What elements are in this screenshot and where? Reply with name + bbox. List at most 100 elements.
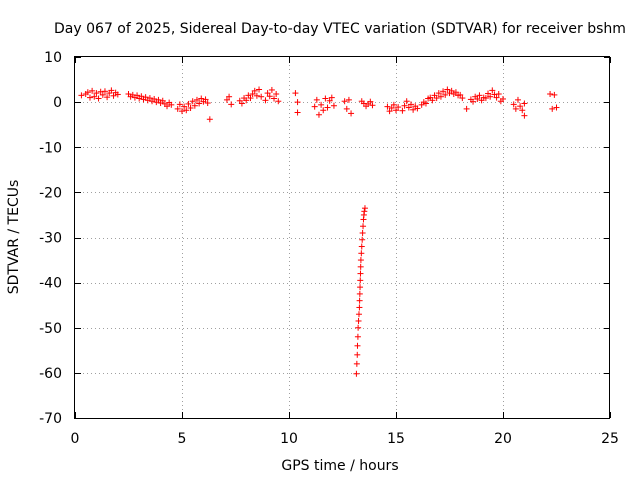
data-point [341, 98, 348, 105]
data-point [264, 90, 271, 97]
data-point [271, 95, 278, 102]
data-point [493, 94, 500, 101]
data-point [228, 101, 235, 108]
data-point [243, 97, 250, 104]
data-point [328, 94, 335, 101]
data-point [452, 89, 459, 96]
data-point [114, 91, 121, 98]
grid [75, 57, 610, 418]
data-point [367, 98, 374, 105]
data-point [198, 95, 205, 102]
data-point [256, 86, 263, 93]
y-axis-title: SDTVAR / TECUs [6, 180, 22, 295]
data-point [442, 91, 449, 98]
data-point [326, 97, 333, 104]
data-point [414, 105, 421, 112]
data-point [268, 86, 275, 93]
data-point [196, 100, 203, 107]
data-point [247, 95, 254, 102]
data-point [435, 90, 442, 97]
data-point [474, 95, 481, 102]
data-point [322, 95, 329, 102]
y-tick-label: -70 [39, 411, 62, 427]
data-point [361, 205, 368, 212]
data-point [549, 105, 556, 112]
data-point [275, 98, 282, 105]
data-point [294, 99, 301, 106]
data-point [405, 104, 412, 111]
data-point [253, 92, 260, 99]
x-tick-label: 5 [178, 431, 187, 447]
data-point [99, 91, 106, 98]
data-point [93, 90, 100, 97]
data-point [249, 91, 256, 98]
data-point [356, 297, 363, 304]
data-point [223, 96, 230, 103]
data-point [357, 263, 364, 270]
data-point [510, 101, 517, 108]
data-point [348, 110, 355, 117]
data-point [422, 100, 429, 107]
data-point [89, 87, 96, 94]
data-point [84, 89, 91, 96]
x-tick-label: 0 [71, 431, 80, 447]
data-point [361, 208, 368, 215]
data-point [313, 96, 320, 103]
y-tick-label: -60 [39, 366, 62, 382]
data-point [345, 96, 352, 103]
data-point [262, 97, 269, 104]
data-point [104, 94, 111, 101]
data-point [86, 94, 93, 101]
data-point [521, 100, 528, 107]
data-point [108, 87, 115, 94]
data-point [95, 95, 102, 102]
data-point [168, 101, 175, 108]
data-point [151, 95, 158, 102]
data-point [91, 93, 98, 100]
data-point [360, 223, 367, 230]
data-point [189, 98, 196, 105]
data-point [206, 116, 213, 123]
y-tick-label: -40 [39, 276, 62, 292]
data-point [343, 105, 350, 112]
data-point [358, 250, 365, 257]
data-point [357, 277, 364, 284]
data-points [78, 86, 560, 377]
data-point [355, 317, 362, 324]
data-point [357, 257, 364, 264]
data-point [354, 333, 361, 340]
data-point [315, 111, 322, 118]
x-tick-label: 10 [280, 431, 298, 447]
data-point [110, 92, 117, 99]
data-point [395, 104, 402, 111]
data-point [353, 360, 360, 367]
data-point [470, 98, 477, 105]
data-point [399, 107, 406, 114]
data-point [355, 324, 362, 331]
data-point [547, 91, 554, 98]
data-point [476, 92, 483, 99]
data-point [258, 93, 265, 100]
data-point [448, 87, 455, 94]
data-point [457, 91, 464, 98]
data-point [388, 104, 395, 111]
data-point [273, 91, 280, 98]
data-point [330, 102, 337, 109]
data-point [238, 100, 245, 107]
data-point [551, 91, 558, 98]
data-point [191, 102, 198, 109]
data-point [181, 103, 188, 110]
chart-title: Day 067 of 2025, Sidereal Day-to-day VTE… [54, 21, 626, 37]
data-point [176, 101, 183, 108]
data-point [292, 90, 299, 97]
data-point [193, 96, 200, 103]
data-point [204, 100, 211, 107]
data-point [324, 104, 331, 111]
data-point [489, 87, 496, 94]
data-point [487, 93, 494, 100]
data-point [514, 96, 521, 103]
data-point [463, 105, 470, 112]
data-point [353, 370, 360, 377]
data-point [354, 342, 361, 349]
data-point [356, 304, 363, 311]
